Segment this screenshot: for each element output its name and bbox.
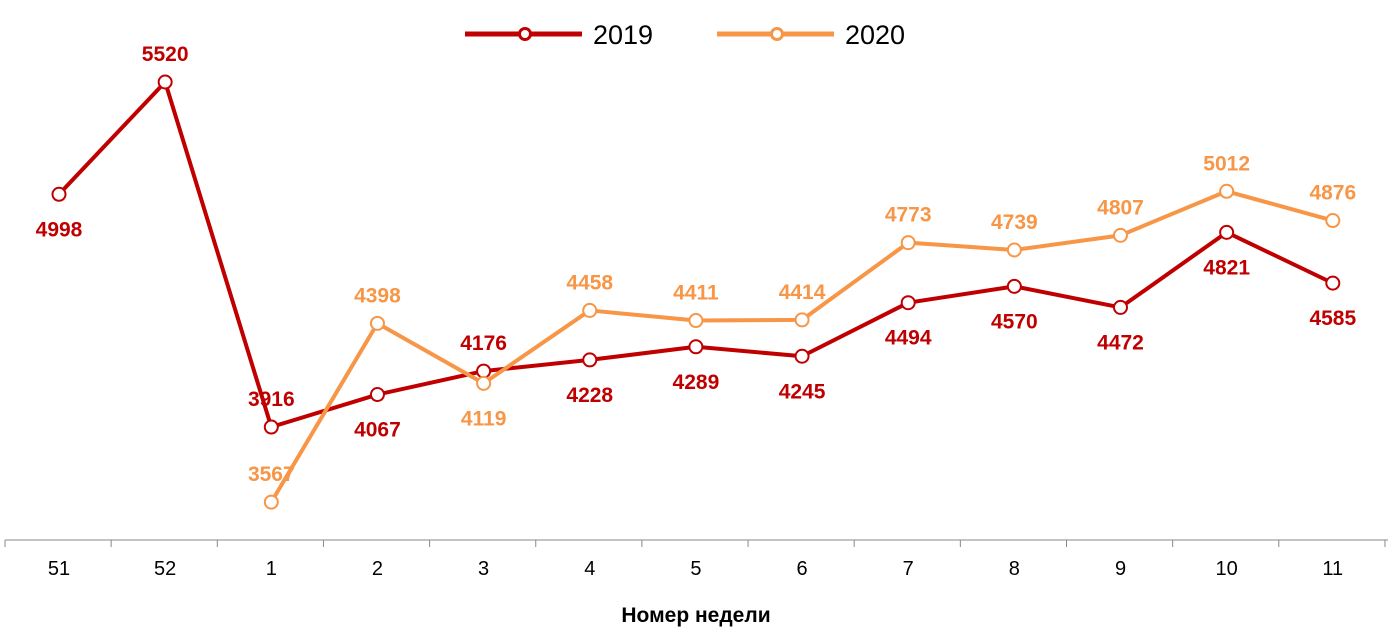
legend-marker-2020 <box>770 27 784 41</box>
series-2019: 4998 5520 3916 4067 4176 4228 4289 4245 4494 4570… <box>36 43 1357 442</box>
data-point <box>1325 213 1341 229</box>
data-label: 3916 <box>248 388 295 411</box>
data-label: 5520 <box>142 43 189 66</box>
data-label: 4245 <box>779 380 826 403</box>
x-tick-label: 7 <box>903 558 914 580</box>
data-point <box>263 419 279 435</box>
data-point <box>476 375 492 391</box>
data-point <box>1325 275 1341 291</box>
data-point <box>794 312 810 328</box>
series-line-2020 <box>269 189 1334 504</box>
x-tick-label: 10 <box>1216 558 1238 580</box>
data-point <box>794 348 810 364</box>
data-label: 4067 <box>354 419 401 442</box>
x-axis-title: Номер недели <box>621 604 770 627</box>
data-label: 4773 <box>885 204 932 227</box>
x-tick-label: 51 <box>48 558 70 580</box>
x-tick-label: 2 <box>372 558 383 580</box>
data-point <box>369 387 385 403</box>
data-point <box>157 74 173 90</box>
data-label: 4414 <box>779 281 826 304</box>
x-tick-label: 4 <box>584 558 595 580</box>
x-axis: 51 52 1 2 3 4 5 6 7 8 9 10 11 <box>4 539 1388 580</box>
data-label: 4739 <box>991 211 1038 234</box>
data-label: 4119 <box>461 407 507 430</box>
data-label: 5012 <box>1203 152 1250 175</box>
x-tick-label: 9 <box>1115 558 1126 580</box>
data-label: 4876 <box>1309 182 1356 205</box>
data-label: 4176 <box>460 332 507 355</box>
data-point <box>263 494 279 510</box>
data-point <box>51 186 67 202</box>
data-label: 4228 <box>566 384 613 407</box>
data-point <box>369 315 385 331</box>
data-point <box>900 295 916 311</box>
data-label: 4821 <box>1203 256 1250 279</box>
data-point <box>900 235 916 251</box>
data-label: 4289 <box>673 371 720 394</box>
x-tick-label: 5 <box>690 558 701 580</box>
data-point <box>1113 299 1128 315</box>
data-label: 4458 <box>566 271 613 294</box>
data-point <box>688 313 704 329</box>
data-point <box>1219 224 1235 240</box>
legend-label-2019: 2019 <box>593 20 653 50</box>
series-2020: 3567 4398 4119 4458 4411 4414 4773 4739 4807 5012… <box>248 152 1356 510</box>
data-label: 4398 <box>354 284 401 307</box>
data-point <box>1219 183 1235 199</box>
data-label: 4494 <box>885 327 932 350</box>
data-label: 4998 <box>36 218 83 241</box>
x-tick-label: 8 <box>1009 558 1020 580</box>
x-tick-label: 6 <box>796 558 807 580</box>
data-point <box>1006 242 1022 258</box>
x-tick-label: 1 <box>266 558 277 580</box>
data-point <box>1113 227 1128 243</box>
data-label: 4570 <box>991 310 1038 333</box>
data-label: 4585 <box>1309 307 1356 330</box>
data-point <box>1006 278 1022 294</box>
data-point <box>582 352 598 368</box>
legend: 2019 2020 <box>465 20 905 50</box>
data-point <box>688 339 704 355</box>
series-group: 4998 5520 3916 4067 4176 4228 4289 4245 4494 4570… <box>36 43 1357 510</box>
legend-marker-2019 <box>518 27 532 41</box>
data-label: 4472 <box>1097 331 1144 354</box>
x-tick-label: 11 <box>1322 558 1343 580</box>
data-label: 4807 <box>1097 196 1144 219</box>
legend-label-2020: 2020 <box>845 20 905 50</box>
data-label: 4411 <box>673 282 719 305</box>
data-point <box>476 363 492 379</box>
x-tick-label: 52 <box>154 558 176 580</box>
x-tick-label: 3 <box>478 558 489 580</box>
data-point <box>582 302 598 318</box>
data-label: 3567 <box>248 463 295 486</box>
